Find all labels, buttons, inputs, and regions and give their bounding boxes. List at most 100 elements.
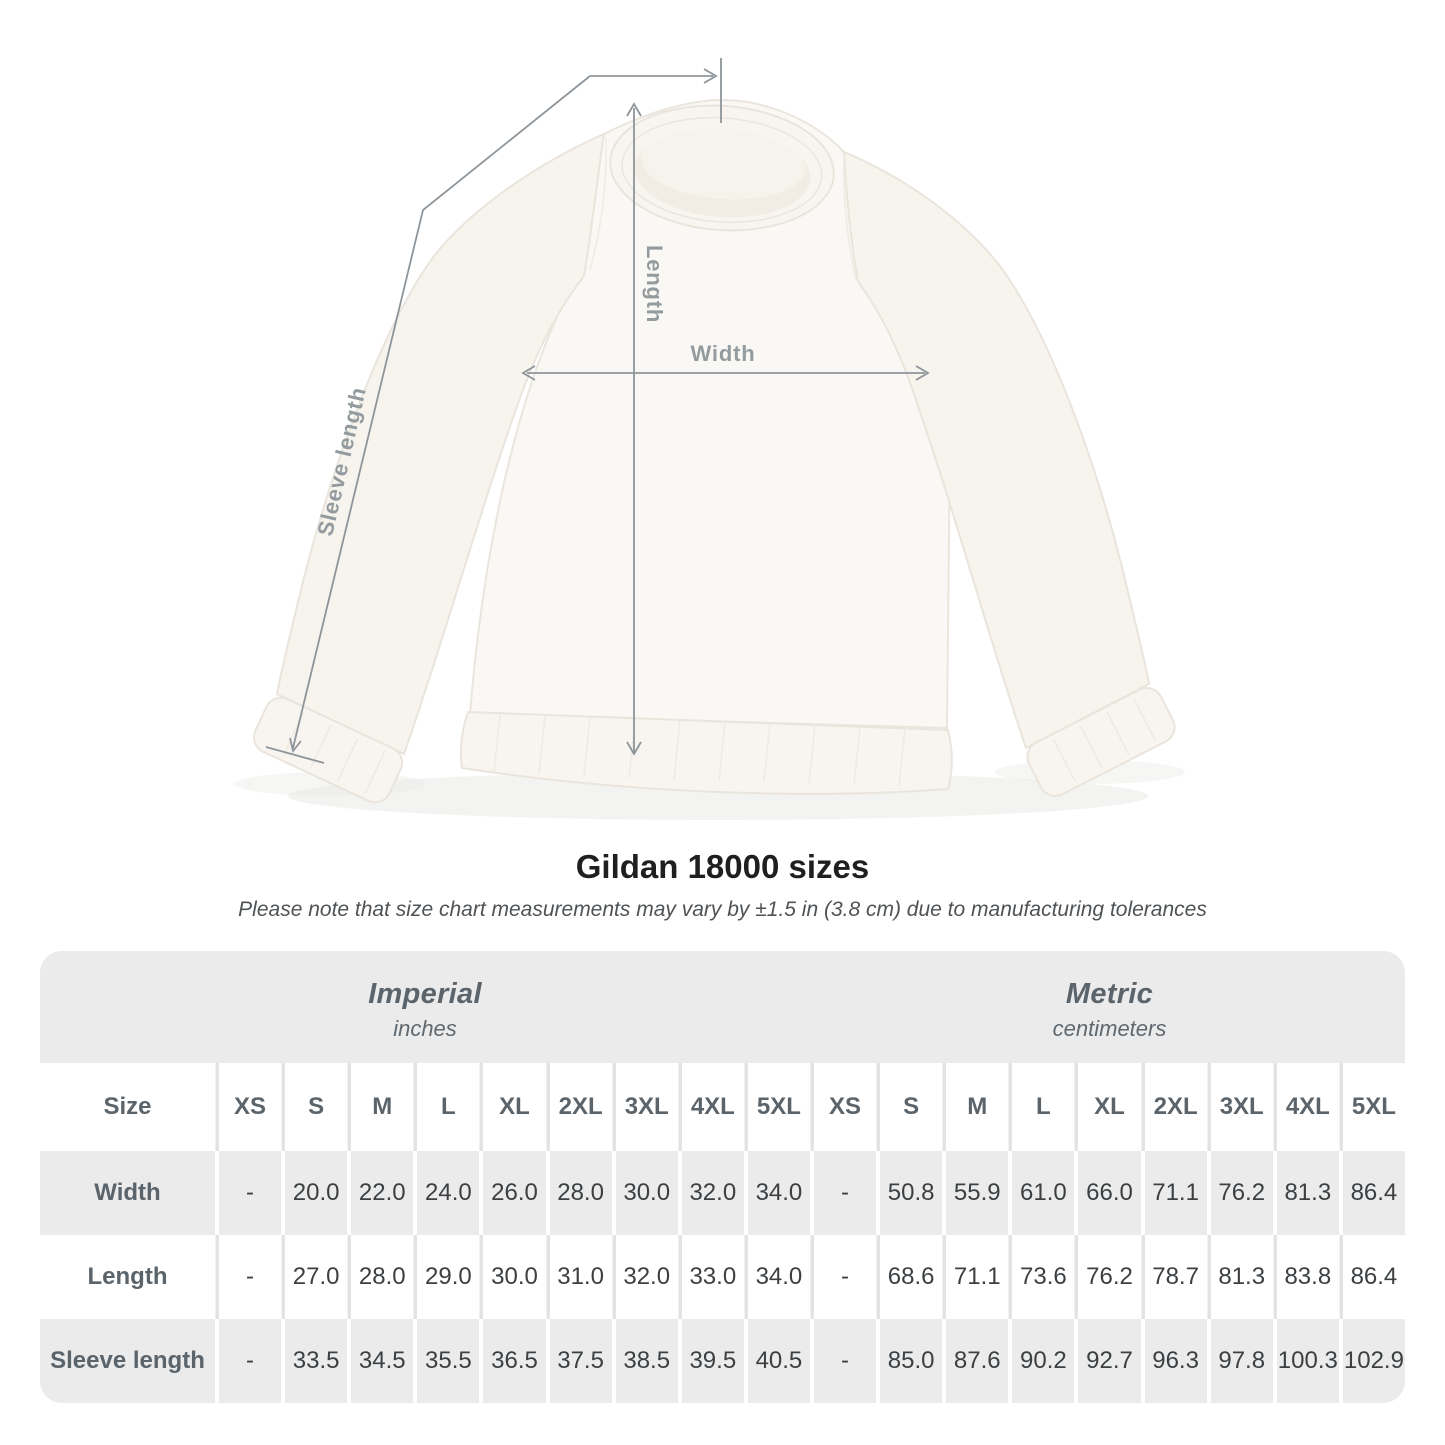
metric-value: 90.2 — [1012, 1319, 1075, 1403]
column-header-size: Size — [40, 1063, 215, 1151]
arrowhead-right — [703, 68, 718, 84]
column-header-metric-xl: XL — [1078, 1063, 1141, 1151]
metric-value: 81.3 — [1276, 1151, 1339, 1235]
column-header-metric-l: L — [1012, 1063, 1075, 1151]
metric-value: 86.4 — [1342, 1151, 1405, 1235]
right-cuff — [1026, 687, 1176, 797]
metric-label: Metric — [1065, 978, 1154, 1010]
column-header-imperial-5xl: 5XL — [747, 1063, 810, 1151]
imperial-value: 39.5 — [681, 1319, 744, 1403]
measurement-lines — [265, 58, 930, 764]
imperial-value: 38.5 — [615, 1319, 678, 1403]
imperial-value: 35.5 — [417, 1319, 480, 1403]
column-header-metric-xs: XS — [813, 1063, 877, 1151]
product-photo-area: Length Width Sleeve length — [235, 58, 1185, 820]
metric-group-header: Metric centimeters — [814, 951, 1405, 1063]
sweatshirt-graphic — [252, 98, 1176, 804]
imperial-value: 30.0 — [615, 1151, 678, 1235]
width-label: Width — [691, 341, 756, 366]
imperial-value: 28.0 — [351, 1235, 414, 1319]
metric-value: 83.8 — [1276, 1235, 1339, 1319]
size-grid: Size XS S M L XL 2XL 3XL 4XL 5XL XS S M L XL 2XL 3XL 4XL 5… — [40, 1063, 1405, 1403]
metric-value: - — [813, 1319, 877, 1403]
metric-value: - — [813, 1235, 877, 1319]
metric-value: 92.7 — [1078, 1319, 1141, 1403]
sweatshirt-size-diagram: Length Width Sleeve length — [235, 58, 1185, 820]
imperial-group-header: Imperial inches — [40, 951, 810, 1063]
imperial-value: 36.5 — [483, 1319, 546, 1403]
column-header-metric-5xl: 5XL — [1342, 1063, 1405, 1151]
metric-value: 87.6 — [946, 1319, 1009, 1403]
collar — [609, 104, 835, 232]
imperial-value: 32.0 — [615, 1235, 678, 1319]
metric-value: 102.9 — [1342, 1319, 1405, 1403]
length-label: Length — [642, 245, 667, 323]
column-header-imperial-l: L — [417, 1063, 480, 1151]
imperial-value: 24.0 — [417, 1151, 480, 1235]
metric-value: 86.4 — [1342, 1235, 1405, 1319]
column-header-metric-3xl: 3XL — [1210, 1063, 1273, 1151]
row-label-length: Length — [40, 1235, 215, 1319]
imperial-unit-label: inches — [393, 1016, 457, 1041]
size-table: Imperial inches Metric centimeters Size X… — [40, 951, 1405, 1403]
metric-value: 71.1 — [1144, 1151, 1207, 1235]
arrowhead-down — [626, 741, 642, 756]
imperial-value: 31.0 — [549, 1235, 612, 1319]
metric-value: 85.0 — [880, 1319, 943, 1403]
metric-value: - — [813, 1151, 877, 1235]
imperial-value: 34.0 — [747, 1235, 810, 1319]
imperial-value: 34.0 — [747, 1151, 810, 1235]
metric-value: 68.6 — [880, 1235, 943, 1319]
metric-value: 81.3 — [1210, 1235, 1273, 1319]
column-header-imperial-m: M — [351, 1063, 414, 1151]
imperial-value: 22.0 — [351, 1151, 414, 1235]
imperial-value: - — [219, 1235, 282, 1319]
column-header-imperial-xs: XS — [219, 1063, 282, 1151]
imperial-value: 27.0 — [285, 1235, 348, 1319]
imperial-value: 28.0 — [549, 1151, 612, 1235]
metric-value: 76.2 — [1078, 1235, 1141, 1319]
left-sleeve — [275, 132, 606, 756]
imperial-value: - — [219, 1151, 282, 1235]
row-label-sleeve-length: Sleeve length — [40, 1319, 215, 1403]
column-header-metric-s: S — [880, 1063, 943, 1151]
page-title: Gildan 18000 sizes — [575, 848, 870, 885]
waistband — [459, 710, 953, 795]
arrowhead-up — [626, 102, 642, 117]
metric-value: 96.3 — [1144, 1319, 1207, 1403]
imperial-value: 33.0 — [681, 1235, 744, 1319]
column-header-imperial-s: S — [285, 1063, 348, 1151]
tolerance-note: Please note that size chart measurements… — [238, 898, 1207, 921]
seam-lines — [589, 137, 857, 281]
row-label-width: Width — [40, 1151, 215, 1235]
column-header-imperial-2xl: 2XL — [549, 1063, 612, 1151]
metric-value: 76.2 — [1210, 1151, 1273, 1235]
arrowhead-right-width — [915, 365, 930, 381]
column-header-metric-2xl: 2XL — [1144, 1063, 1207, 1151]
imperial-value: 20.0 — [285, 1151, 348, 1235]
sleeve-end-tick — [265, 746, 325, 764]
metric-value: 66.0 — [1078, 1151, 1141, 1235]
left-cuff — [252, 696, 404, 804]
column-header-imperial-4xl: 4XL — [681, 1063, 744, 1151]
sleeve-length-line — [292, 75, 591, 749]
arrowhead-sleeve — [289, 737, 302, 754]
imperial-value: 33.5 — [285, 1319, 348, 1403]
metric-value: 61.0 — [1012, 1151, 1075, 1235]
metric-value: 97.8 — [1210, 1319, 1273, 1403]
imperial-value: 32.0 — [681, 1151, 744, 1235]
imperial-value: 37.5 — [549, 1319, 612, 1403]
unit-group-header: Imperial inches Metric centimeters — [40, 951, 1405, 1063]
imperial-value: 29.0 — [417, 1235, 480, 1319]
metric-value: 73.6 — [1012, 1235, 1075, 1319]
column-header-imperial-3xl: 3XL — [615, 1063, 678, 1151]
imperial-value: 30.0 — [483, 1235, 546, 1319]
metric-value: 78.7 — [1144, 1235, 1207, 1319]
metric-value: 100.3 — [1276, 1319, 1339, 1403]
metric-unit-label: centimeters — [1052, 1016, 1167, 1041]
imperial-value: 26.0 — [483, 1151, 546, 1235]
column-header-imperial-xl: XL — [483, 1063, 546, 1151]
imperial-value: 40.5 — [747, 1319, 810, 1403]
arrowhead-left — [521, 365, 536, 381]
imperial-value: - — [219, 1319, 282, 1403]
